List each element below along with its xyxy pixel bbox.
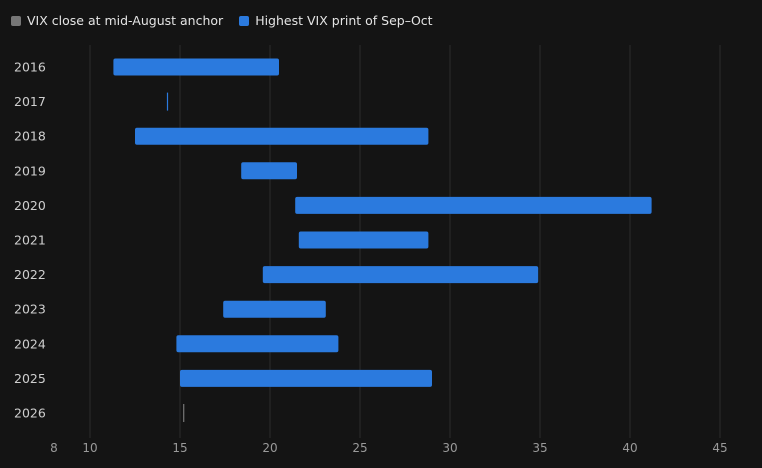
y-tick-label-2018: 2018 xyxy=(14,129,46,144)
legend-label-high: Highest VIX print of Sep–Oct xyxy=(255,13,433,28)
y-tick-label-2024: 2024 xyxy=(14,336,46,351)
legend: VIX close at mid-August anchor Highest V… xyxy=(11,13,433,28)
x-tick-label-8: 8 xyxy=(50,441,58,455)
range-bar-2018 xyxy=(135,127,429,145)
y-tick-label-2023: 2023 xyxy=(14,302,46,317)
y-tick-label-2025: 2025 xyxy=(14,371,46,386)
legend-swatch-anchor xyxy=(11,15,21,26)
range-bar-2023 xyxy=(223,300,326,318)
range-bar-2016 xyxy=(113,58,280,76)
x-tick-label-35: 35 xyxy=(532,441,547,455)
x-tick-label-40: 40 xyxy=(622,441,637,455)
y-tick-label-2016: 2016 xyxy=(14,60,46,75)
x-tick-label-15: 15 xyxy=(172,441,187,455)
x-tick-label-20: 20 xyxy=(262,441,277,455)
range-bar-2021 xyxy=(298,231,429,249)
y-tick-label-2020: 2020 xyxy=(14,198,46,213)
range-bar-2025 xyxy=(180,369,432,387)
x-tick-label-45: 45 xyxy=(712,441,727,455)
range-bar-2020 xyxy=(295,196,652,214)
anchor-marker-2017 xyxy=(166,92,169,111)
x-tick-label-30: 30 xyxy=(442,441,457,455)
x-tick-label-10: 10 xyxy=(82,441,97,455)
legend-item-anchor[interactable]: VIX close at mid-August anchor xyxy=(11,13,223,28)
y-tick-label-2022: 2022 xyxy=(14,267,46,282)
range-bar-2024 xyxy=(176,335,339,353)
range-bar-2022 xyxy=(262,266,539,284)
anchor-marker-2026 xyxy=(183,404,185,422)
legend-label-anchor: VIX close at mid-August anchor xyxy=(27,13,224,28)
x-tick-label-25: 25 xyxy=(352,441,367,455)
legend-item-high[interactable]: Highest VIX print of Sep–Oct xyxy=(239,13,433,28)
y-tick-label-2019: 2019 xyxy=(14,163,46,178)
legend-swatch-high xyxy=(239,15,250,26)
y-tick-label-2026: 2026 xyxy=(14,406,46,421)
y-tick-label-2021: 2021 xyxy=(14,233,46,248)
y-tick-label-2017: 2017 xyxy=(14,94,46,109)
range-bar-2019 xyxy=(241,162,297,180)
